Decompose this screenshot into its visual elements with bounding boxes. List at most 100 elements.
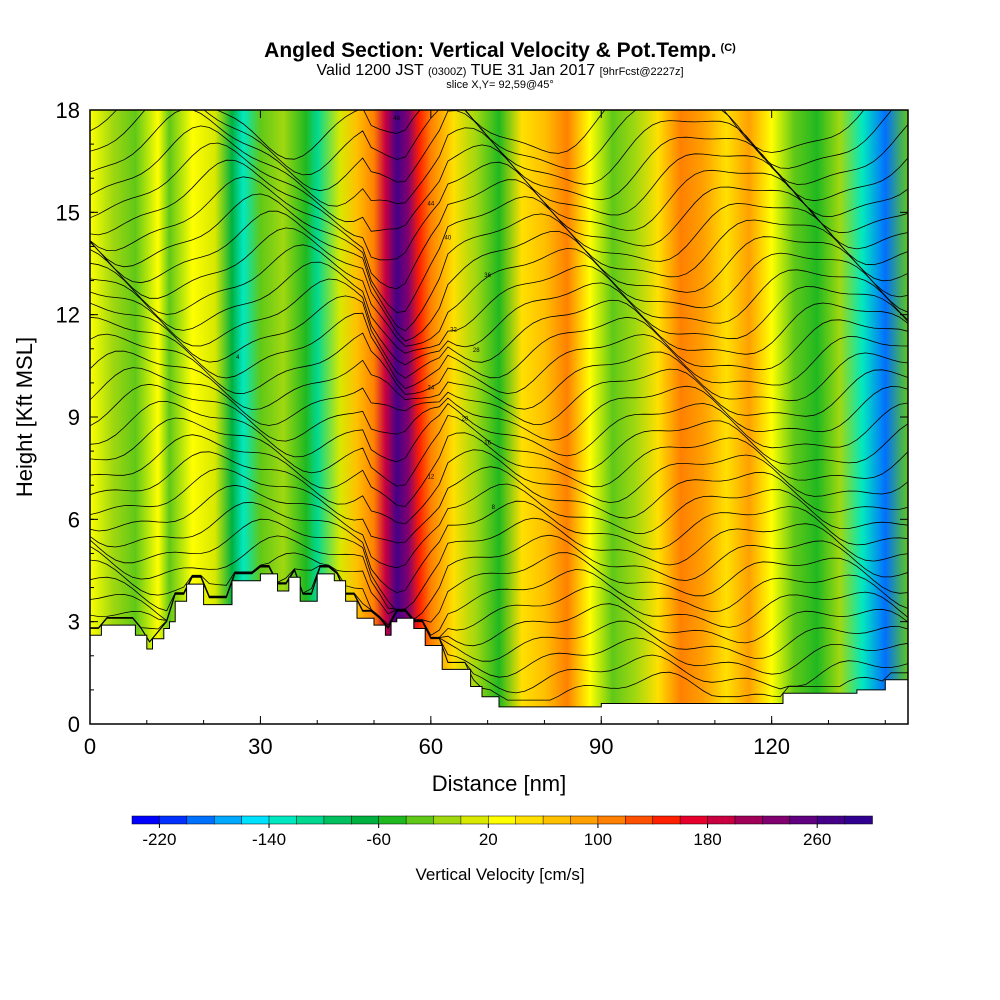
colorbar-label: Vertical Velocity [cm/s]	[415, 865, 584, 884]
contour-label: 24	[427, 386, 434, 392]
contour-label: 4	[236, 355, 240, 361]
x-tick-label: 0	[84, 734, 96, 759]
colorbar-tick-label: 260	[803, 830, 831, 849]
contour-line	[90, 312, 908, 389]
colorbar-tick-label: -220	[142, 830, 176, 849]
contour-line	[90, 466, 908, 544]
contour-line	[90, 565, 908, 636]
colorbar-swatch	[186, 815, 215, 825]
contour-line	[90, 534, 908, 620]
colorbar-swatch	[707, 815, 736, 825]
y-axis-label: Height [Kft MSL]	[12, 337, 37, 497]
contour-label: 44	[427, 202, 434, 208]
contour-line	[90, 350, 908, 410]
colorbar-swatch	[268, 815, 298, 825]
x-tick-label: 60	[419, 734, 443, 759]
chart-title-unit: (C)	[720, 42, 736, 54]
contour-line	[90, 110, 865, 160]
colorbar-swatch	[789, 815, 818, 825]
contour-line	[90, 383, 908, 442]
colorbar	[131, 815, 873, 825]
chart-title-text: Angled Section: Vertical Velocity & Pot.…	[264, 39, 717, 62]
colorbar-tick-label: -60	[366, 830, 391, 849]
x-axis-label: Distance [nm]	[432, 771, 567, 796]
valid-utc: (0300Z)	[427, 66, 467, 78]
contour-line	[90, 367, 908, 426]
contour-label: 28	[473, 348, 480, 354]
colorbar-swatch	[679, 815, 709, 825]
contour-label: 48	[393, 116, 400, 122]
contour-line	[90, 449, 908, 525]
contour-label: 32	[450, 328, 457, 334]
colorbar-swatch	[405, 815, 435, 825]
contour-line	[90, 517, 908, 612]
plot-area: 48 44 40 36 32 28 24 20 16 12 8 4	[90, 110, 908, 724]
colorbar-swatch	[131, 815, 161, 825]
contour-line	[90, 278, 908, 366]
contour-label: 16	[484, 440, 491, 446]
colorbar-swatch	[241, 815, 270, 825]
colorbar-swatch	[159, 815, 188, 825]
contour-line	[90, 244, 908, 347]
y-tick-label: 12	[56, 303, 80, 328]
colorbar-tick-label: 180	[693, 830, 721, 849]
y-tick-label: 3	[68, 610, 80, 635]
colorbar-tick-label: 100	[584, 830, 612, 849]
colorbar-swatch	[844, 815, 873, 825]
y-tick-label: 9	[68, 405, 80, 430]
chart-subtitle: Valid 1200 JST (0300Z) TUE 31 Jan 2017 […	[0, 63, 1000, 80]
contour-line	[90, 193, 908, 313]
contour-line	[90, 552, 908, 623]
colorbar-swatch	[542, 815, 572, 825]
contour-line	[90, 159, 908, 261]
colorbar-swatch	[625, 815, 654, 825]
colorbar-swatch	[433, 815, 462, 825]
x-tick-label: 90	[589, 734, 613, 759]
slice-info: slice X,Y= 92,59@45°	[446, 79, 554, 91]
contour-line	[90, 210, 908, 332]
contour-line	[90, 110, 908, 192]
contour-line	[90, 142, 908, 232]
contour-line	[90, 500, 908, 594]
contour-line	[90, 176, 908, 290]
pot-temp-contours	[90, 110, 908, 701]
valid-time: Valid 1200 JST	[316, 62, 424, 79]
x-tick-label: 120	[753, 734, 790, 759]
contour-labels: 48 44 40 36 32 28 24 20 16 12 8 4	[236, 116, 496, 511]
colorbar-swatch	[378, 815, 407, 825]
contour-line	[90, 400, 908, 463]
x-tick-label: 30	[248, 734, 272, 759]
colorbar-swatch	[515, 815, 544, 825]
chart-title: Angled Section: Vertical Velocity & Pot.…	[0, 36, 1000, 63]
colorbar-tick-label: -140	[252, 830, 286, 849]
contour-label: 40	[445, 236, 452, 242]
contour-line	[90, 332, 908, 395]
colorbar-swatch	[734, 815, 764, 825]
colorbar-swatch	[762, 815, 791, 825]
colorbar-swatch	[296, 815, 325, 825]
contour-label: 20	[462, 416, 469, 422]
colorbar-swatch	[652, 815, 681, 825]
colorbar-swatch	[351, 815, 380, 825]
colorbar-tick-label: 20	[479, 830, 498, 849]
contour-line	[90, 295, 908, 379]
valid-date: TUE 31 Jan 2017	[470, 62, 596, 79]
y-tick-label: 6	[68, 507, 80, 532]
y-tick-label: 0	[68, 712, 80, 737]
y-tick-label: 15	[56, 200, 80, 225]
colorbar-swatch	[323, 815, 353, 825]
contour-line	[90, 414, 908, 487]
forecast-tag: [9hrFcst@2227z]	[599, 66, 684, 78]
contour-label: 12	[427, 474, 434, 480]
colorbar-swatch	[460, 815, 490, 825]
colorbar-ticks: -220 -140 -60 20 100 180 260	[142, 824, 831, 849]
contour-line	[90, 110, 893, 176]
contour-line	[90, 227, 908, 342]
chart-title-block: Angled Section: Vertical Velocity & Pot.…	[0, 36, 1000, 91]
colorbar-swatch	[570, 815, 599, 825]
contour-label: 36	[484, 273, 491, 279]
contour-line	[90, 483, 908, 569]
colorbar-swatch	[488, 815, 517, 825]
